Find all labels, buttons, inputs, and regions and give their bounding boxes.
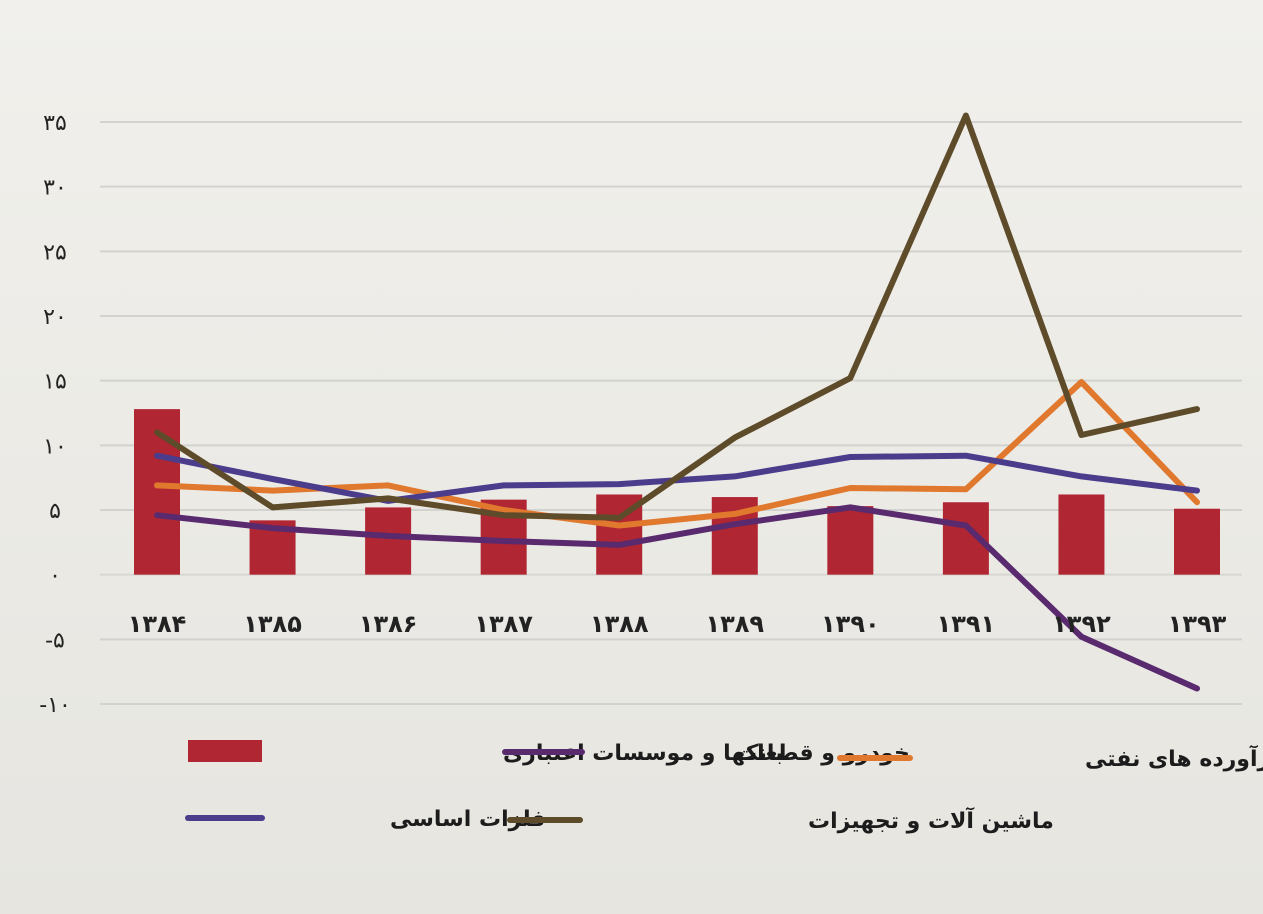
line-series-0 xyxy=(154,504,1200,692)
legend-swatch-banks xyxy=(188,740,262,762)
y-axis-ticks: ۳۵ ۳۰ ۲۵ ۲۰ ۱۵ ۱۰ ۵ ۰ -۵ -۱۰ xyxy=(39,111,71,718)
y-tick-label: ۰ xyxy=(49,564,61,589)
x-tick-label: ۱۳۹۳ xyxy=(1168,610,1227,638)
line-series xyxy=(154,112,1200,692)
bar-series xyxy=(134,409,1220,575)
x-tick-label: ۱۳۸۵ xyxy=(243,610,302,638)
y-tick-label: -۵ xyxy=(45,628,65,653)
x-tick-label: ۱۳۹۱ xyxy=(937,610,996,638)
x-axis-ticks: ۱۳۸۴ ۱۳۸۵ ۱۳۸۶ ۱۳۸۷ ۱۳۸۸ ۱۳۸۹ ۱۳۹۰ ۱۳۹۱ ۱۳۹۲ ۱۳۹۳ xyxy=(128,610,1227,638)
legend-label-auto: خودرو و قطعات xyxy=(735,741,910,766)
x-tick-label: ۱۳۸۸ xyxy=(590,610,649,638)
bar-9 xyxy=(1174,508,1220,575)
line-series-3 xyxy=(154,112,1200,521)
x-tick-label: ۱۳۸۷ xyxy=(474,610,533,638)
y-tick-label: ۱۵ xyxy=(43,370,67,395)
x-tick-label: ۱۳۸۴ xyxy=(128,610,187,638)
gridlines xyxy=(100,121,1242,705)
bar-2 xyxy=(365,507,412,575)
y-tick-label: ۳۵ xyxy=(43,111,67,136)
x-tick-label: ۱۳۸۹ xyxy=(705,610,764,638)
y-tick-label: ۱۰ xyxy=(43,434,67,459)
y-tick-label: ۳۰ xyxy=(43,176,67,201)
x-tick-label: ۱۳۸۶ xyxy=(359,610,418,638)
x-tick-label: ۱۳۹۲ xyxy=(1052,610,1111,638)
y-tick-label: -۱۰ xyxy=(39,693,71,718)
legend-label-oil: فرآورده های نفتی xyxy=(1085,744,1263,772)
x-tick-label: ۱۳۹۰ xyxy=(821,610,880,638)
bar-0 xyxy=(134,409,180,575)
bar-6 xyxy=(827,506,874,575)
legend-label-machinery: ماشین آلات و تجهیزات xyxy=(808,806,1054,834)
y-tick-label: ۲۰ xyxy=(43,305,67,330)
y-tick-label: ۲۵ xyxy=(43,240,67,265)
bar-8 xyxy=(1058,494,1105,575)
y-tick-label: ۵ xyxy=(49,499,61,524)
